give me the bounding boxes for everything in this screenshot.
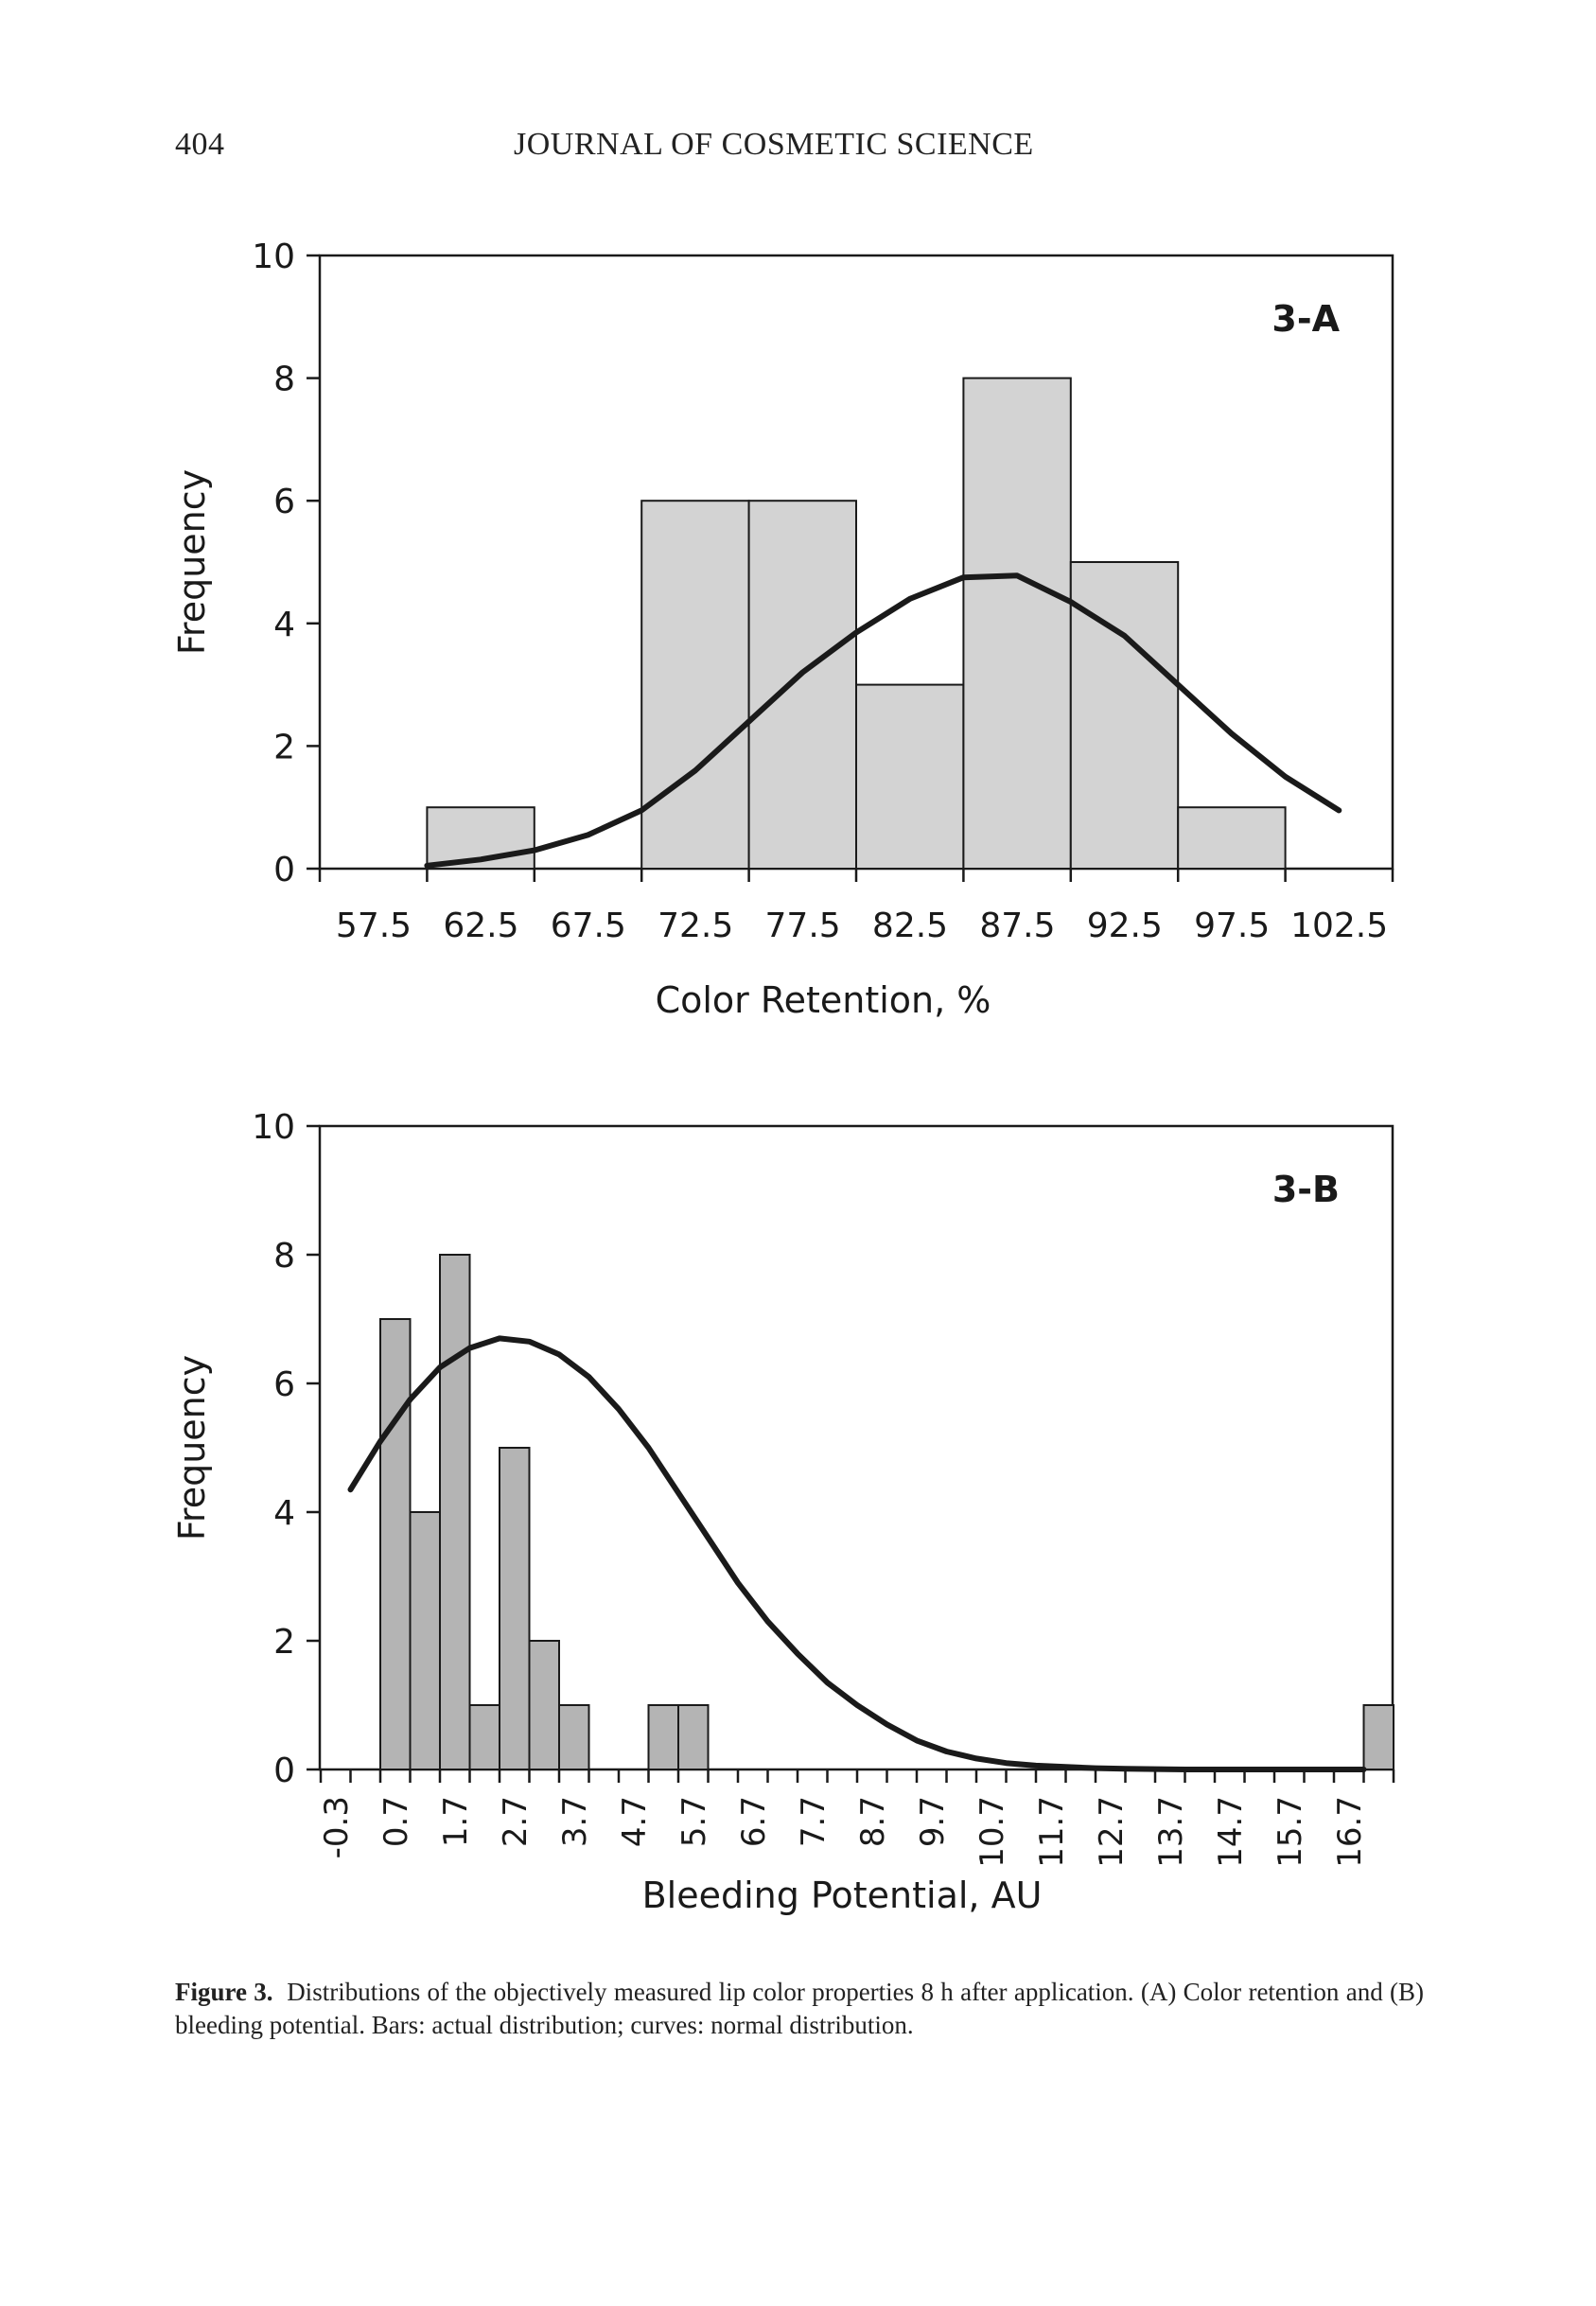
x-tick-label: 77.5: [765, 907, 841, 945]
panel-label: 3-A: [1272, 298, 1340, 340]
x-tick-label: 5.7: [675, 1796, 713, 1847]
histogram-bar: [499, 1447, 531, 1770]
y-tick-label: 8: [273, 1237, 295, 1276]
y-tick-label: 4: [273, 1494, 295, 1533]
histogram-bar: [747, 500, 857, 870]
y-tick-label: 6: [273, 1365, 295, 1404]
x-tick-label: 67.5: [551, 907, 626, 945]
x-axis-title: Bleeding Potential, AU: [642, 1875, 1043, 1916]
figure-label: Figure 3.: [175, 1978, 273, 2006]
histogram-bar: [468, 1704, 500, 1770]
normal-curve: [347, 1335, 1367, 1772]
x-tick-label: 102.5: [1290, 907, 1388, 945]
caption-text: Distributions of the objectively measure…: [175, 1978, 1425, 2039]
histogram-bar: [528, 1640, 560, 1770]
y-axis-title: Frequency: [171, 469, 213, 655]
histogram-bar: [1177, 806, 1287, 871]
y-tick-label: 10: [252, 238, 295, 276]
x-axis-title: Color Retention, %: [656, 979, 991, 1021]
x-tick-label: 0.7: [377, 1796, 415, 1847]
x-tick-label: 16.7: [1331, 1796, 1369, 1868]
x-tick-label: 10.7: [973, 1796, 1011, 1868]
chart-bleeding-potential: 0 2 4 6 8 10 -0.3 0.7 1.7 2.7 3.7 4.7 5.7 6.7 7.7 8.7 9.…: [171, 1108, 1395, 1916]
x-tick-label: 12.7: [1093, 1796, 1131, 1868]
x-tick-label: 87.5: [979, 907, 1055, 945]
x-tick-label: 3.7: [556, 1796, 594, 1847]
page-number: 404: [175, 127, 225, 162]
x-tick-label: 11.7: [1033, 1796, 1071, 1868]
x-tick-label: 92.5: [1087, 907, 1163, 945]
x-tick-label: 1.7: [437, 1796, 475, 1847]
histogram-bar: [962, 377, 1072, 871]
histogram-bar: [379, 1318, 412, 1770]
x-tick-label: 2.7: [497, 1796, 535, 1847]
y-tick-label: 2: [273, 1623, 295, 1662]
x-tick-label: 15.7: [1272, 1796, 1309, 1868]
x-tick-label: 62.5: [443, 907, 518, 945]
x-tick-label: 14.7: [1212, 1796, 1250, 1868]
y-tick-label: 0: [273, 1752, 295, 1790]
x-tick-label: 57.5: [336, 907, 412, 945]
x-tick-label: -0.3: [318, 1796, 356, 1858]
x-tick-label: 13.7: [1152, 1796, 1190, 1868]
x-tick-label: 8.7: [854, 1796, 892, 1847]
histogram-bar: [1362, 1704, 1394, 1770]
y-tick-label: 6: [273, 483, 295, 521]
histogram-bar: [409, 1511, 441, 1770]
histogram-bar: [439, 1254, 471, 1770]
figure-caption: Figure 3. Distributions of the objective…: [175, 1976, 1424, 2042]
histogram-bar: [855, 683, 965, 870]
y-tick-label: 0: [273, 851, 295, 889]
x-tick-label: 7.7: [795, 1796, 833, 1847]
x-tick-label: 72.5: [658, 907, 733, 945]
x-tick-label: 6.7: [735, 1796, 773, 1847]
journal-title: JOURNAL OF COSMETIC SCIENCE: [514, 127, 1034, 162]
y-axis-title: Frequency: [171, 1355, 213, 1540]
histogram-bar: [640, 500, 750, 870]
chart-color-retention: 0 2 4 6 8 10 57.5 62.5 67.5 72.5 77.5 82.5 87.5 92.5 9…: [171, 238, 1394, 1021]
histogram-bar: [1069, 561, 1180, 870]
histogram-bar: [647, 1704, 679, 1770]
y-tick-label: 4: [273, 606, 295, 644]
histogram-bar: [677, 1704, 710, 1770]
y-tick-label: 10: [252, 1108, 295, 1147]
y-tick-label: 2: [273, 728, 295, 766]
x-tick-label: 4.7: [616, 1796, 654, 1847]
x-tick-label: 97.5: [1194, 907, 1270, 945]
plot-frame: [318, 1124, 1394, 1771]
x-tick-label: 9.7: [914, 1796, 952, 1847]
panel-label: 3-B: [1272, 1169, 1340, 1210]
y-tick-label: 8: [273, 361, 295, 399]
histogram-bar: [558, 1704, 590, 1770]
x-tick-label: 82.5: [872, 907, 948, 945]
normal-curve: [424, 572, 1342, 869]
